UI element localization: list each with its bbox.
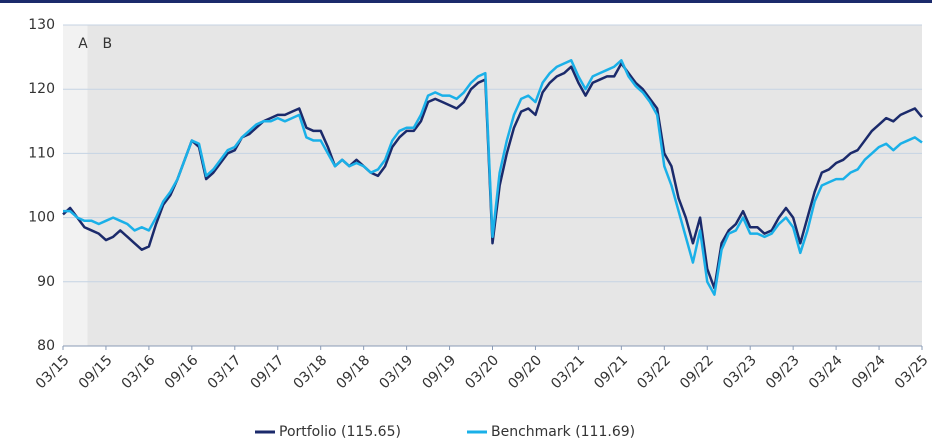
x-tick-label: 09/16: [162, 352, 202, 392]
x-tick-label: 03/20: [462, 352, 502, 392]
x-tick-label: 03/19: [376, 352, 416, 392]
x-tick-label: 09/19: [419, 352, 459, 392]
y-tick-label: 80: [37, 338, 55, 354]
x-tick-label: 09/22: [677, 352, 717, 392]
legend-label: Portfolio (115.65): [279, 424, 401, 440]
y-tick-label: 90: [37, 274, 55, 290]
legend-label: Benchmark (111.69): [491, 424, 635, 440]
top-bar: [0, 0, 932, 3]
series-line: [62, 62, 923, 290]
x-tick-label: 03/25: [892, 352, 932, 392]
region-label: B: [103, 36, 113, 52]
x-tick-label: 03/21: [548, 352, 588, 392]
x-tick-label: 03/15: [33, 352, 73, 392]
region: [87, 25, 923, 346]
x-tick-label: 03/16: [119, 352, 159, 392]
x-tick-label: 09/17: [248, 352, 288, 392]
y-tick-label: 100: [28, 210, 55, 226]
x-tick-label: 09/18: [333, 352, 373, 392]
y-tick-label: 130: [28, 17, 55, 33]
x-tick-label: 09/23: [763, 352, 803, 392]
series-line: [63, 59, 923, 296]
x-tick-label: 09/21: [591, 352, 631, 392]
region-label: A: [78, 36, 88, 52]
x-tick-label: 03/24: [806, 352, 846, 392]
x-tick-label: 09/15: [76, 352, 116, 392]
x-tick-label: 09/24: [849, 352, 889, 392]
x-tick-label: 03/18: [291, 352, 331, 392]
x-tick-label: 03/23: [720, 352, 760, 392]
x-tick-label: 09/20: [505, 352, 545, 392]
y-tick-label: 110: [28, 145, 55, 161]
x-tick-label: 03/22: [634, 352, 674, 392]
region: [63, 25, 88, 346]
y-tick-label: 120: [28, 81, 55, 97]
x-tick-label: 03/17: [205, 352, 245, 392]
